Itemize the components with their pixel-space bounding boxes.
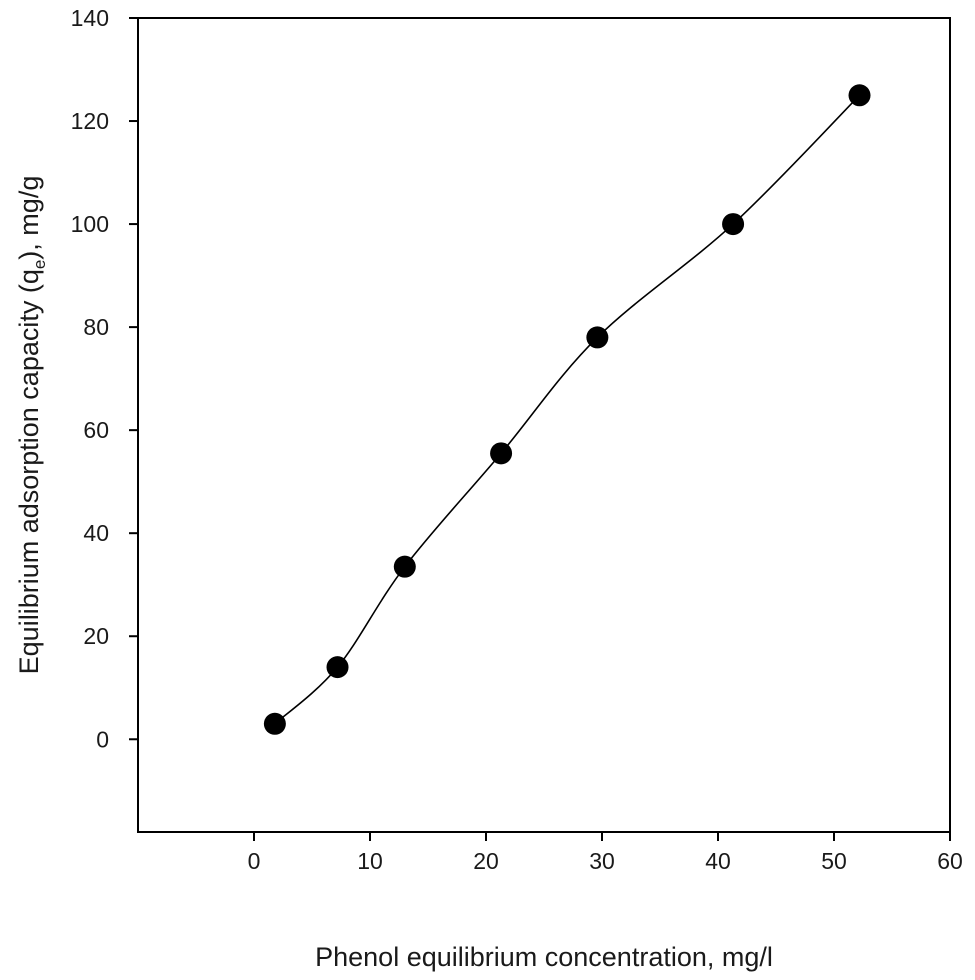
y-tick-label: 0 <box>96 726 109 752</box>
y-axis-title: Equilibrium adsorption capacity (qe), mg… <box>14 176 49 675</box>
y-tick-label: 100 <box>71 211 109 237</box>
y-tick-label: 140 <box>71 5 109 31</box>
x-tick-label: 30 <box>589 848 615 874</box>
x-axis-ticks: 0 10 20 30 40 50 60 <box>248 832 963 874</box>
y-axis-title-main: Equilibrium adsorption capacity (q <box>14 269 44 674</box>
x-tick-label: 60 <box>937 848 963 874</box>
x-tick-label: 40 <box>705 848 731 874</box>
data-point <box>393 555 416 578</box>
y-tick-label: 20 <box>83 623 109 649</box>
plot-area <box>137 17 951 833</box>
x-tick-label: 0 <box>248 848 261 874</box>
y-axis-title-subscript: e <box>30 260 49 269</box>
x-tick-label: 20 <box>473 848 499 874</box>
x-tick-label: 10 <box>357 848 383 874</box>
x-axis-title: Phenol equilibrium concentration, mg/l <box>315 942 773 972</box>
y-axis-title-unit: ), mg/g <box>14 176 44 260</box>
y-tick-label: 80 <box>83 314 109 340</box>
y-axis-ticks: 0 20 40 60 80 100 120 140 <box>71 5 138 752</box>
data-point <box>263 712 286 735</box>
data-point <box>722 213 745 236</box>
data-point <box>490 442 513 465</box>
y-tick-label: 40 <box>83 520 109 546</box>
x-tick-label: 50 <box>821 848 847 874</box>
y-tick-label: 120 <box>71 108 109 134</box>
data-point <box>586 326 609 349</box>
y-tick-label: 60 <box>83 417 109 443</box>
data-point <box>848 84 871 107</box>
data-points <box>263 84 871 735</box>
data-point <box>326 656 349 679</box>
